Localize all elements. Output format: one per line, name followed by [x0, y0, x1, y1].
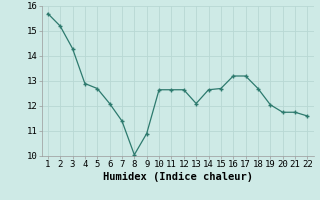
X-axis label: Humidex (Indice chaleur): Humidex (Indice chaleur) — [103, 172, 252, 182]
